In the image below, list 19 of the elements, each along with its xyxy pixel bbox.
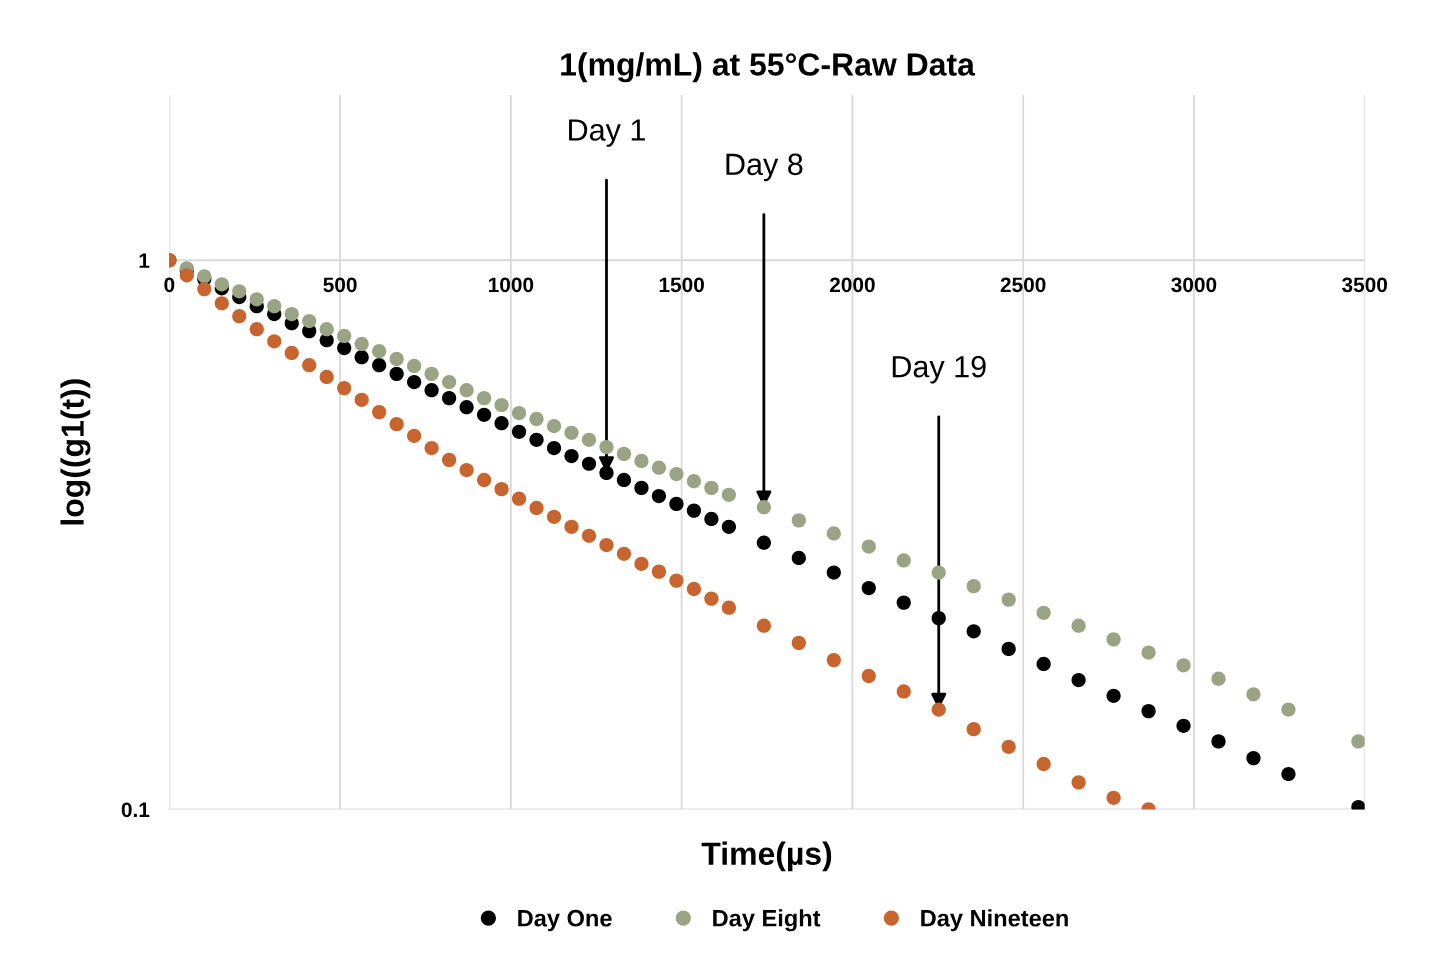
legend-label: Day Nineteen [921, 909, 1068, 932]
x-tick-label: 1500 [659, 277, 704, 293]
legend-label: Day Eight [713, 909, 821, 932]
x-tick-label: 500 [323, 277, 357, 293]
annotation: Day 8 [726, 153, 803, 182]
x-tick-label: 1000 [489, 277, 534, 293]
x-tick-label: 2000 [829, 277, 875, 293]
y-tick-label: 0.1 [121, 802, 150, 818]
chart-title: 1(mg/mL) at 55°C-Raw Data [561, 52, 976, 83]
x-axis-title: Time(µs) [701, 841, 832, 872]
x-tick-label: 0 [164, 277, 175, 293]
y-axis-title: log((g1(t)) [60, 379, 91, 525]
legend-label: Day One [518, 909, 612, 932]
annotation: Day 19 [892, 355, 986, 384]
x-tick-label: 3500 [1341, 277, 1388, 293]
x-tick-label: 2500 [1000, 277, 1046, 293]
annotation: Day 1 [569, 119, 645, 147]
x-tick-label: 3000 [1171, 277, 1217, 293]
y-tick-label: 1 [139, 253, 150, 268]
